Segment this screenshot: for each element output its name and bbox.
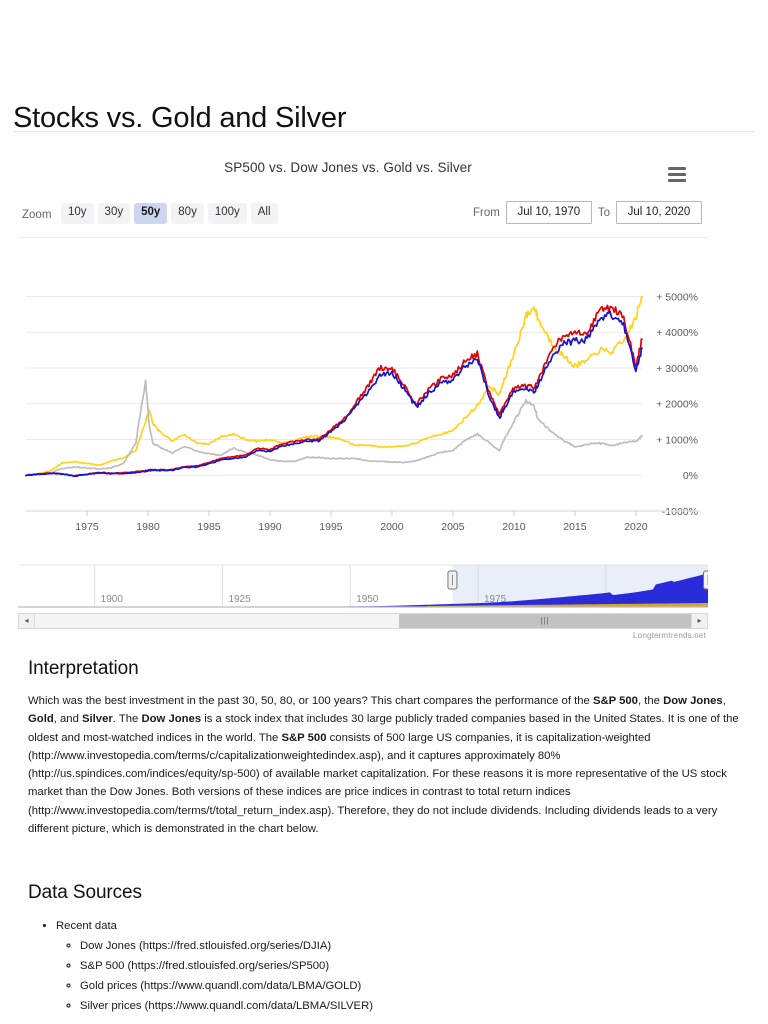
range-selector-divider	[18, 237, 708, 238]
chart-panel: SP500 vs. Dow Jones vs. Gold vs. Silver …	[18, 145, 708, 645]
y-axis-tick-label: + 4000%	[656, 327, 698, 339]
from-date-input[interactable]	[505, 201, 592, 224]
zoom-button-100y[interactable]: 100y	[207, 203, 247, 224]
zoom-button-50y[interactable]: 50y	[134, 203, 168, 224]
data-source-item: Dow Jones (https://fred.stlouisfed.org/s…	[80, 936, 744, 956]
chart-svg: + 5000% + 4000% + 3000% + 2000% + 1000% 0% -10…	[25, 291, 700, 533]
series-line-s-p-500	[25, 304, 643, 477]
chart-watermark: Longtermtrends.net	[633, 631, 706, 640]
zoom-label: Zoom	[22, 209, 52, 221]
data-source-item: S&P 500 (https://fred.stlouisfed.org/ser…	[80, 956, 744, 976]
navigator-tick-label: 1950	[356, 594, 379, 605]
interpretation-paragraph: Which was the best investment in the pas…	[28, 695, 739, 836]
from-label: From	[473, 206, 500, 219]
navigator-tick-label: 1925	[228, 594, 251, 605]
x-axis-tick-label: 1985	[197, 521, 221, 533]
navigator-area-secondary	[426, 603, 708, 607]
zoom-button-group: 10y 30y 50y 80y 100y All	[61, 203, 278, 224]
chart-scrollbar[interactable]: ◂ ||| ▸	[18, 613, 708, 629]
navigator-svg: 19001925195019752000	[18, 564, 709, 608]
title-divider	[13, 131, 755, 132]
y-axis-tick-label: + 2000%	[656, 399, 698, 411]
navigator-handle-left[interactable]	[447, 570, 458, 590]
y-axis-tick-label: + 1000%	[656, 434, 698, 446]
range-date-inputs: From To	[473, 201, 702, 224]
navigator-handle-right[interactable]	[703, 570, 709, 590]
hamburger-line	[668, 167, 686, 170]
data-source-item: Gold prices (https://www.quandl.com/data…	[80, 976, 744, 996]
y-axis-tick-label: + 3000%	[656, 363, 698, 375]
data-source-group-label: Recent data	[56, 920, 117, 932]
scrollbar-thumb[interactable]: |||	[399, 614, 691, 628]
handle-body[interactable]	[703, 570, 709, 590]
series-line-gold	[25, 295, 643, 477]
series-line-silver	[25, 379, 643, 477]
y-axis-tick-label: -1000%	[662, 506, 698, 518]
chart-plot-area[interactable]: + 5000% + 4000% + 3000% + 2000% + 1000% 0% -10…	[18, 249, 708, 569]
hamburger-line	[668, 173, 686, 176]
zoom-button-10y[interactable]: 10y	[61, 203, 94, 224]
to-label: To	[597, 206, 610, 219]
y-axis-tick-label: + 5000%	[656, 291, 698, 303]
x-axis-tick-label: 2000	[380, 521, 404, 533]
x-axis-tick-label: 1980	[136, 521, 160, 533]
zoom-button-all[interactable]: All	[250, 203, 278, 224]
chart-navigator[interactable]: 19001925195019752000	[18, 563, 708, 615]
chart-title: SP500 vs. Dow Jones vs. Gold vs. Silver	[224, 160, 472, 175]
scrollbar-grip-icon: |||	[540, 616, 550, 625]
data-source-group: Recent data Dow Jones (https://fred.stlou…	[56, 916, 744, 1016]
navigator-tick-label: 1900	[101, 594, 124, 605]
navigator-area-series	[18, 573, 708, 607]
page-title: Stocks vs. Gold and Silver	[13, 102, 347, 135]
data-sources-section: Data Sources Recent data Dow Jones (https…	[28, 882, 744, 1016]
interpretation-heading: Interpretation	[28, 658, 139, 679]
x-axis-tick-label: 1995	[319, 521, 343, 533]
zoom-button-30y[interactable]: 30y	[97, 203, 131, 224]
navigator-tick-label: 1975	[484, 594, 507, 605]
data-sources-heading: Data Sources	[28, 882, 142, 903]
x-axis-tick-label: 2010	[502, 521, 526, 533]
x-axis-tick-label: 2015	[563, 521, 587, 533]
x-axis-tick-label: 1990	[258, 521, 282, 533]
x-axis-tick-label: 1975	[75, 521, 99, 533]
series-line-dow-jones	[25, 310, 643, 478]
hamburger-menu-icon[interactable]	[668, 167, 686, 182]
x-axis-tick-label: 2005	[441, 521, 465, 533]
data-sources-list: Recent data Dow Jones (https://fred.stlou…	[28, 916, 744, 1016]
scroll-right-arrow-icon[interactable]: ▸	[691, 614, 707, 628]
interpretation-section: Interpretation Which was the best invest…	[28, 658, 744, 838]
hamburger-line	[668, 179, 686, 182]
to-date-input[interactable]	[616, 201, 702, 224]
scrollbar-track[interactable]: |||	[35, 614, 691, 628]
y-axis-tick-label: 0%	[683, 470, 698, 482]
x-axis-tick-label: 2020	[624, 521, 648, 533]
data-source-sublist: Dow Jones (https://fred.stlouisfed.org/s…	[56, 936, 744, 1016]
zoom-button-80y[interactable]: 80y	[171, 203, 204, 224]
scroll-left-arrow-icon[interactable]: ◂	[19, 614, 35, 628]
data-source-item: Silver prices (https://www.quandl.com/da…	[80, 996, 744, 1016]
